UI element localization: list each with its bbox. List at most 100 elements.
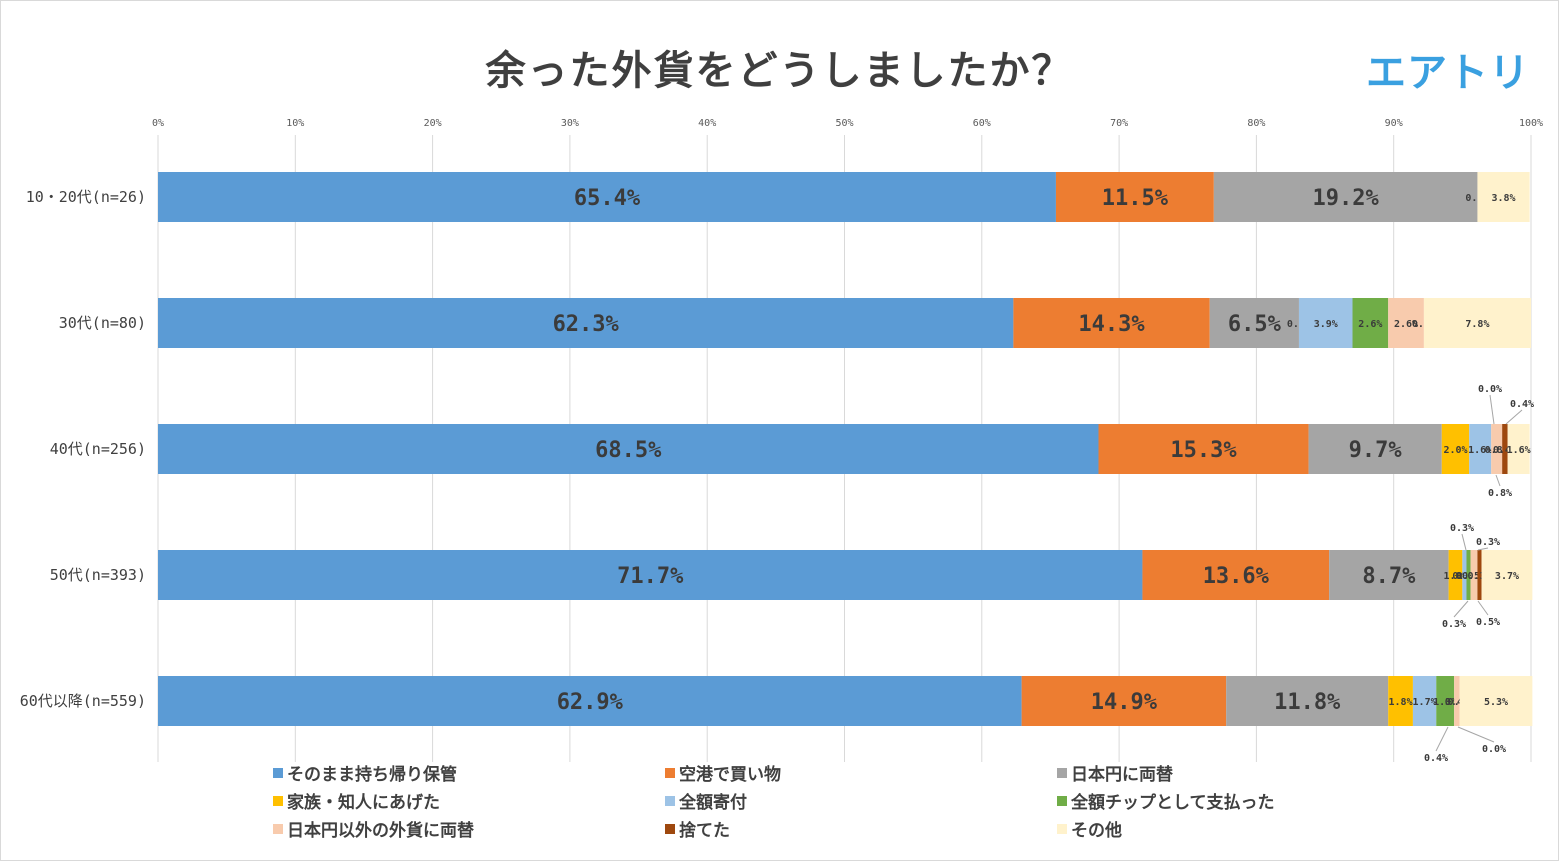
data-label: 2.0% — [1443, 445, 1467, 456]
legend-swatch — [273, 796, 283, 806]
bar-segment — [1507, 424, 1530, 474]
data-label: 68.5% — [595, 438, 662, 463]
category-label: 40代(n=256) — [50, 440, 146, 458]
data-label: 11.5% — [1102, 186, 1169, 211]
x-tick-label: 0% — [152, 118, 164, 129]
legend-label: 家族・知人にあげた — [287, 793, 440, 813]
bar-segment — [1462, 550, 1467, 600]
bar-segment — [1226, 676, 1389, 726]
data-label: 0.3% — [1452, 571, 1476, 582]
x-tick-label: 70% — [1110, 118, 1128, 129]
bar-segment — [1491, 424, 1503, 474]
legend-item: 空港で買い物 — [665, 760, 781, 785]
data-label: 2.6% — [1394, 319, 1418, 330]
data-label: 19.2% — [1313, 186, 1380, 211]
callout-leader — [1495, 474, 1501, 487]
legend-swatch — [273, 824, 283, 834]
data-label: 14.3% — [1078, 312, 1145, 337]
legend-swatch — [665, 796, 675, 806]
legend-swatch — [1057, 796, 1067, 806]
bar-segment — [1469, 424, 1492, 474]
bar-segment — [1448, 550, 1463, 600]
data-label: 14.9% — [1091, 690, 1158, 715]
bar-segment — [158, 550, 1143, 600]
data-label: 1.3% — [1433, 697, 1457, 708]
data-label: 3.8% — [1491, 193, 1515, 204]
callout-label: 0.3% — [1476, 537, 1500, 548]
bar-segment — [1477, 550, 1482, 600]
legend-item: 日本円に両替 — [1057, 760, 1173, 785]
data-label: 71.7% — [617, 564, 684, 589]
callout-leader — [1489, 394, 1495, 425]
callout-label: 0.5% — [1476, 617, 1500, 628]
data-label: 1.6% — [1507, 445, 1531, 456]
callout-leader — [1435, 726, 1449, 752]
callout-label: 0.0% — [1478, 384, 1502, 395]
x-tick-label: 100% — [1519, 118, 1543, 129]
callout-label: 0.8% — [1488, 488, 1512, 499]
bar-segment — [1329, 550, 1449, 600]
x-tick-label: 20% — [424, 118, 442, 129]
callout-leader — [1457, 726, 1495, 743]
callout-leader — [1505, 409, 1523, 425]
bar-segment — [1459, 676, 1533, 726]
category-label: 30代(n=80) — [59, 314, 146, 332]
x-tick-label: 10% — [286, 118, 304, 129]
legend-item: 全額寄付 — [665, 788, 747, 813]
x-tick-label: 50% — [835, 118, 853, 129]
legend-item: そのまま持ち帰り保管 — [273, 760, 457, 785]
bar-segment — [1209, 298, 1299, 348]
category-label: 10・20代(n=26) — [26, 188, 146, 206]
bar-segment — [1142, 550, 1330, 600]
chart-title: 余った外貨をどうしましたか？ — [485, 48, 1074, 94]
bar-segment — [1388, 676, 1413, 726]
category-label: 60代以降(n=559) — [20, 692, 146, 710]
x-tick-label: 30% — [561, 118, 579, 129]
legend-item: その他 — [1057, 816, 1122, 841]
category-label: 50代(n=393) — [50, 566, 146, 584]
bar-segment — [158, 298, 1014, 348]
callout-leader — [1461, 533, 1467, 551]
data-label: 13.6% — [1203, 564, 1270, 589]
legend-label: 日本円に両替 — [1071, 765, 1173, 785]
bar-segment — [1021, 676, 1227, 726]
legend-item: 全額チップとして支払った — [1057, 788, 1275, 813]
legend-swatch — [273, 768, 283, 778]
legend-label: 空港で買い物 — [679, 765, 781, 785]
data-label: 0.5% — [1462, 571, 1486, 582]
bar-segment — [1388, 298, 1424, 348]
data-label: 7.8% — [1465, 319, 1489, 330]
bar-segment — [1481, 550, 1533, 600]
bar-segment — [1213, 172, 1478, 222]
x-tick-label: 80% — [1247, 118, 1265, 129]
data-label: 0.3% — [1456, 571, 1480, 582]
callout-label: 0.4% — [1510, 399, 1534, 410]
x-tick-label: 60% — [973, 118, 991, 129]
legend-swatch — [665, 768, 675, 778]
bar-segment — [1466, 550, 1471, 600]
data-label: 3.7% — [1495, 571, 1519, 582]
data-label: 1.0% — [1443, 571, 1467, 582]
data-label: 0.8% — [1485, 445, 1509, 456]
data-label: 3.9% — [1314, 319, 1338, 330]
bar-segment — [1470, 550, 1478, 600]
callout-label: 0.3% — [1450, 523, 1474, 534]
bar-segment — [158, 676, 1022, 726]
bar-segment — [1423, 298, 1531, 348]
data-label: 8.7% — [1362, 564, 1416, 589]
data-label: 1.8% — [1389, 697, 1413, 708]
data-label: 62.3% — [553, 312, 620, 337]
bar-segment — [1055, 172, 1214, 222]
legend-item: 捨てた — [665, 816, 730, 841]
callout-leader — [1477, 547, 1489, 551]
bar-segment — [1436, 676, 1455, 726]
legend-item: 家族・知人にあげた — [273, 788, 440, 813]
callout-leader — [1453, 600, 1469, 618]
data-label: 5.3% — [1484, 697, 1508, 708]
legend-label: 日本円以外の外貨に両替 — [287, 821, 474, 841]
data-label: 65.4% — [574, 186, 641, 211]
bar-segment — [1454, 676, 1460, 726]
callout-label: 0.0% — [1482, 744, 1506, 755]
legend-item: 日本円以外の外貨に両替 — [273, 816, 474, 841]
